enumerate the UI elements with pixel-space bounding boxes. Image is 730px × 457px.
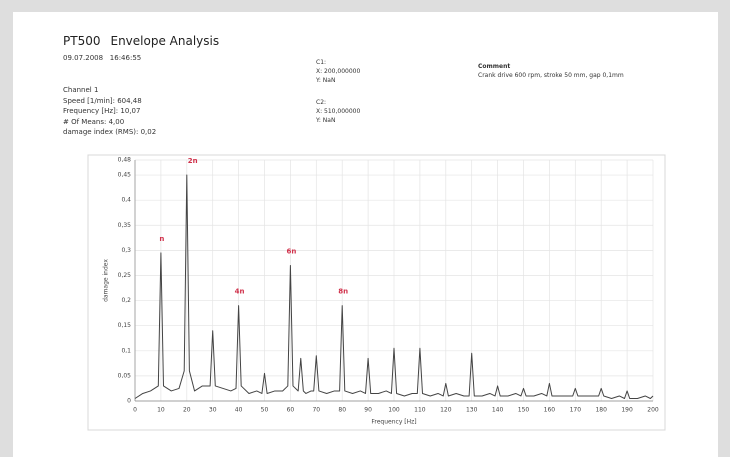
cursor-name: C1:	[316, 59, 327, 66]
x-tick-label: 160	[544, 407, 556, 414]
x-tick-label: 150	[518, 407, 530, 414]
peak-annotation: 6n	[286, 247, 296, 255]
timestamp: 09.07.2008 16:46:55	[63, 54, 141, 62]
x-axis-label: Frequency [Hz]	[371, 419, 416, 426]
cursor-x: X: 200,000000	[316, 68, 361, 75]
x-tick-label: 20	[183, 407, 191, 414]
time: 16:46:55	[109, 54, 142, 62]
x-tick-label: 110	[414, 407, 426, 414]
y-axis-label: damage index	[103, 259, 110, 302]
spectrum-line	[134, 174, 654, 399]
x-tick-label: 40	[235, 407, 243, 414]
chart: 0 0,05 0,1 0,15 0,2 0,25 0,3 0,35 0,4 0,45 0,48 0 10…	[87, 154, 666, 431]
cursor-y: Y: NaN	[316, 117, 336, 124]
analysis-title: Envelope Analysis	[110, 34, 220, 48]
chart-frame	[87, 154, 666, 431]
cursor-2: C2: X: 510,000000 Y: NaN	[316, 98, 360, 125]
y-tick-label: 0,4	[121, 197, 131, 204]
comment-text: Crank drive 600 rpm, stroke 50 mm, gap 0…	[478, 72, 624, 79]
peak-annotation: 4n	[235, 288, 245, 296]
y-tick-label: 0,1	[121, 347, 131, 354]
cursor-x: X: 510,000000	[316, 108, 361, 115]
y-tick-label: 0	[127, 398, 131, 405]
peak-annotation: 2n	[188, 157, 198, 165]
x-tick-label: 10	[157, 407, 165, 414]
x-tick-label: 60	[287, 407, 295, 414]
channel-line: Speed [1/min]: 604,48	[63, 96, 142, 105]
y-tick-label: 0,35	[118, 222, 132, 229]
x-tick-label: 100	[388, 407, 400, 414]
channel-line: damage index (RMS): 0,02	[63, 128, 157, 137]
y-tick-label: 0,25	[118, 272, 132, 279]
x-tick-label: 130	[466, 407, 478, 414]
y-tick-label: 0,15	[118, 322, 132, 329]
date: 09.07.2008	[63, 54, 104, 62]
x-tick-label: 70	[312, 407, 320, 414]
x-tick-label: 30	[209, 407, 217, 414]
comment-title: Comment	[478, 63, 511, 70]
x-tick-label: 90	[364, 407, 372, 414]
x-tick-label: 120	[440, 407, 452, 414]
x-tick-label: 200	[647, 407, 659, 414]
report-page: PT500 Envelope Analysis 09.07.2008 16:46:…	[13, 12, 718, 457]
device-code: PT500	[63, 34, 101, 48]
channel-block: Channel 1 Speed [1/min]: 604,48 Frequenc…	[63, 85, 156, 138]
x-tick-label: 190	[621, 407, 633, 414]
x-tick-label: 140	[492, 407, 504, 414]
cursor-y: Y: NaN	[316, 77, 336, 84]
y-tick-label: 0,2	[121, 297, 131, 304]
y-tick-label: 0,05	[118, 372, 132, 379]
x-tick-label: 180	[595, 407, 607, 414]
peak-annotation: 8n	[338, 288, 348, 296]
comment-block: Comment Crank drive 600 rpm, stroke 50 m…	[478, 62, 663, 80]
peak-annotation: n	[159, 235, 164, 243]
y-tick-label: 0,3	[121, 247, 131, 254]
channel-line: Frequency [Hz]: 10,07	[63, 107, 141, 116]
x-tick-label: 80	[338, 407, 346, 414]
x-tick-label: 170	[570, 407, 582, 414]
report-title: PT500 Envelope Analysis	[63, 34, 229, 48]
cursor-name: C2:	[316, 99, 327, 106]
y-tick-label: 0,45	[118, 172, 132, 179]
x-tick-label: 50	[261, 407, 269, 414]
cursor-1: C1: X: 200,000000 Y: NaN	[316, 58, 360, 85]
y-tick-label: 0,48	[118, 157, 132, 164]
channel-name: Channel 1	[63, 86, 99, 94]
x-tick-label: 0	[133, 407, 137, 414]
channel-line: # Of Means: 4,00	[63, 117, 125, 126]
